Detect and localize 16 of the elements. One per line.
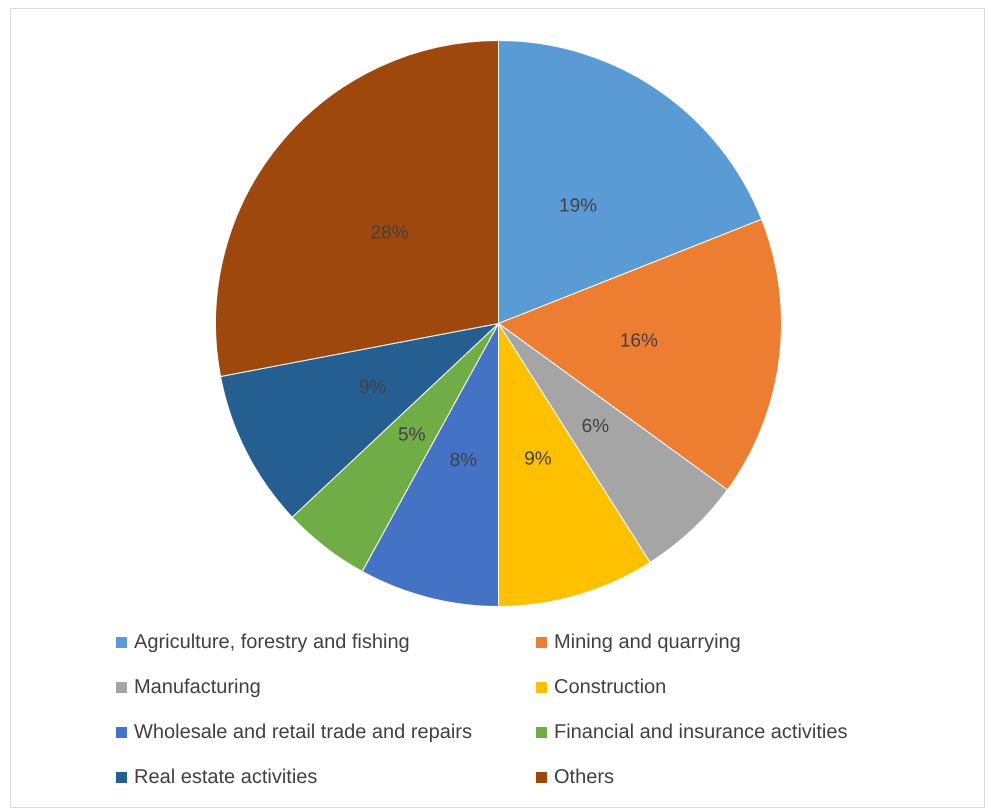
data-label: 16% [620,330,658,352]
data-label: 8% [450,450,478,471]
legend-label: Agriculture, forestry and fishing [134,631,410,654]
legend-label: Wholesale and retail trade and repairs [134,721,472,744]
legend-label: Manufacturing [134,676,261,699]
data-label: 9% [524,448,552,470]
data-label: 6% [582,416,610,437]
legend-label: Construction [554,676,666,699]
data-label: 19% [559,196,598,217]
legend-label: Real estate activities [134,766,318,789]
legend-label: Financial and insurance activities [554,721,848,744]
legend-label: Others [554,766,614,789]
data-label: 28% [370,222,409,244]
data-label: 5% [398,424,426,446]
legend-label: Mining and quarrying [554,631,741,654]
data-label: 9% [358,376,386,398]
